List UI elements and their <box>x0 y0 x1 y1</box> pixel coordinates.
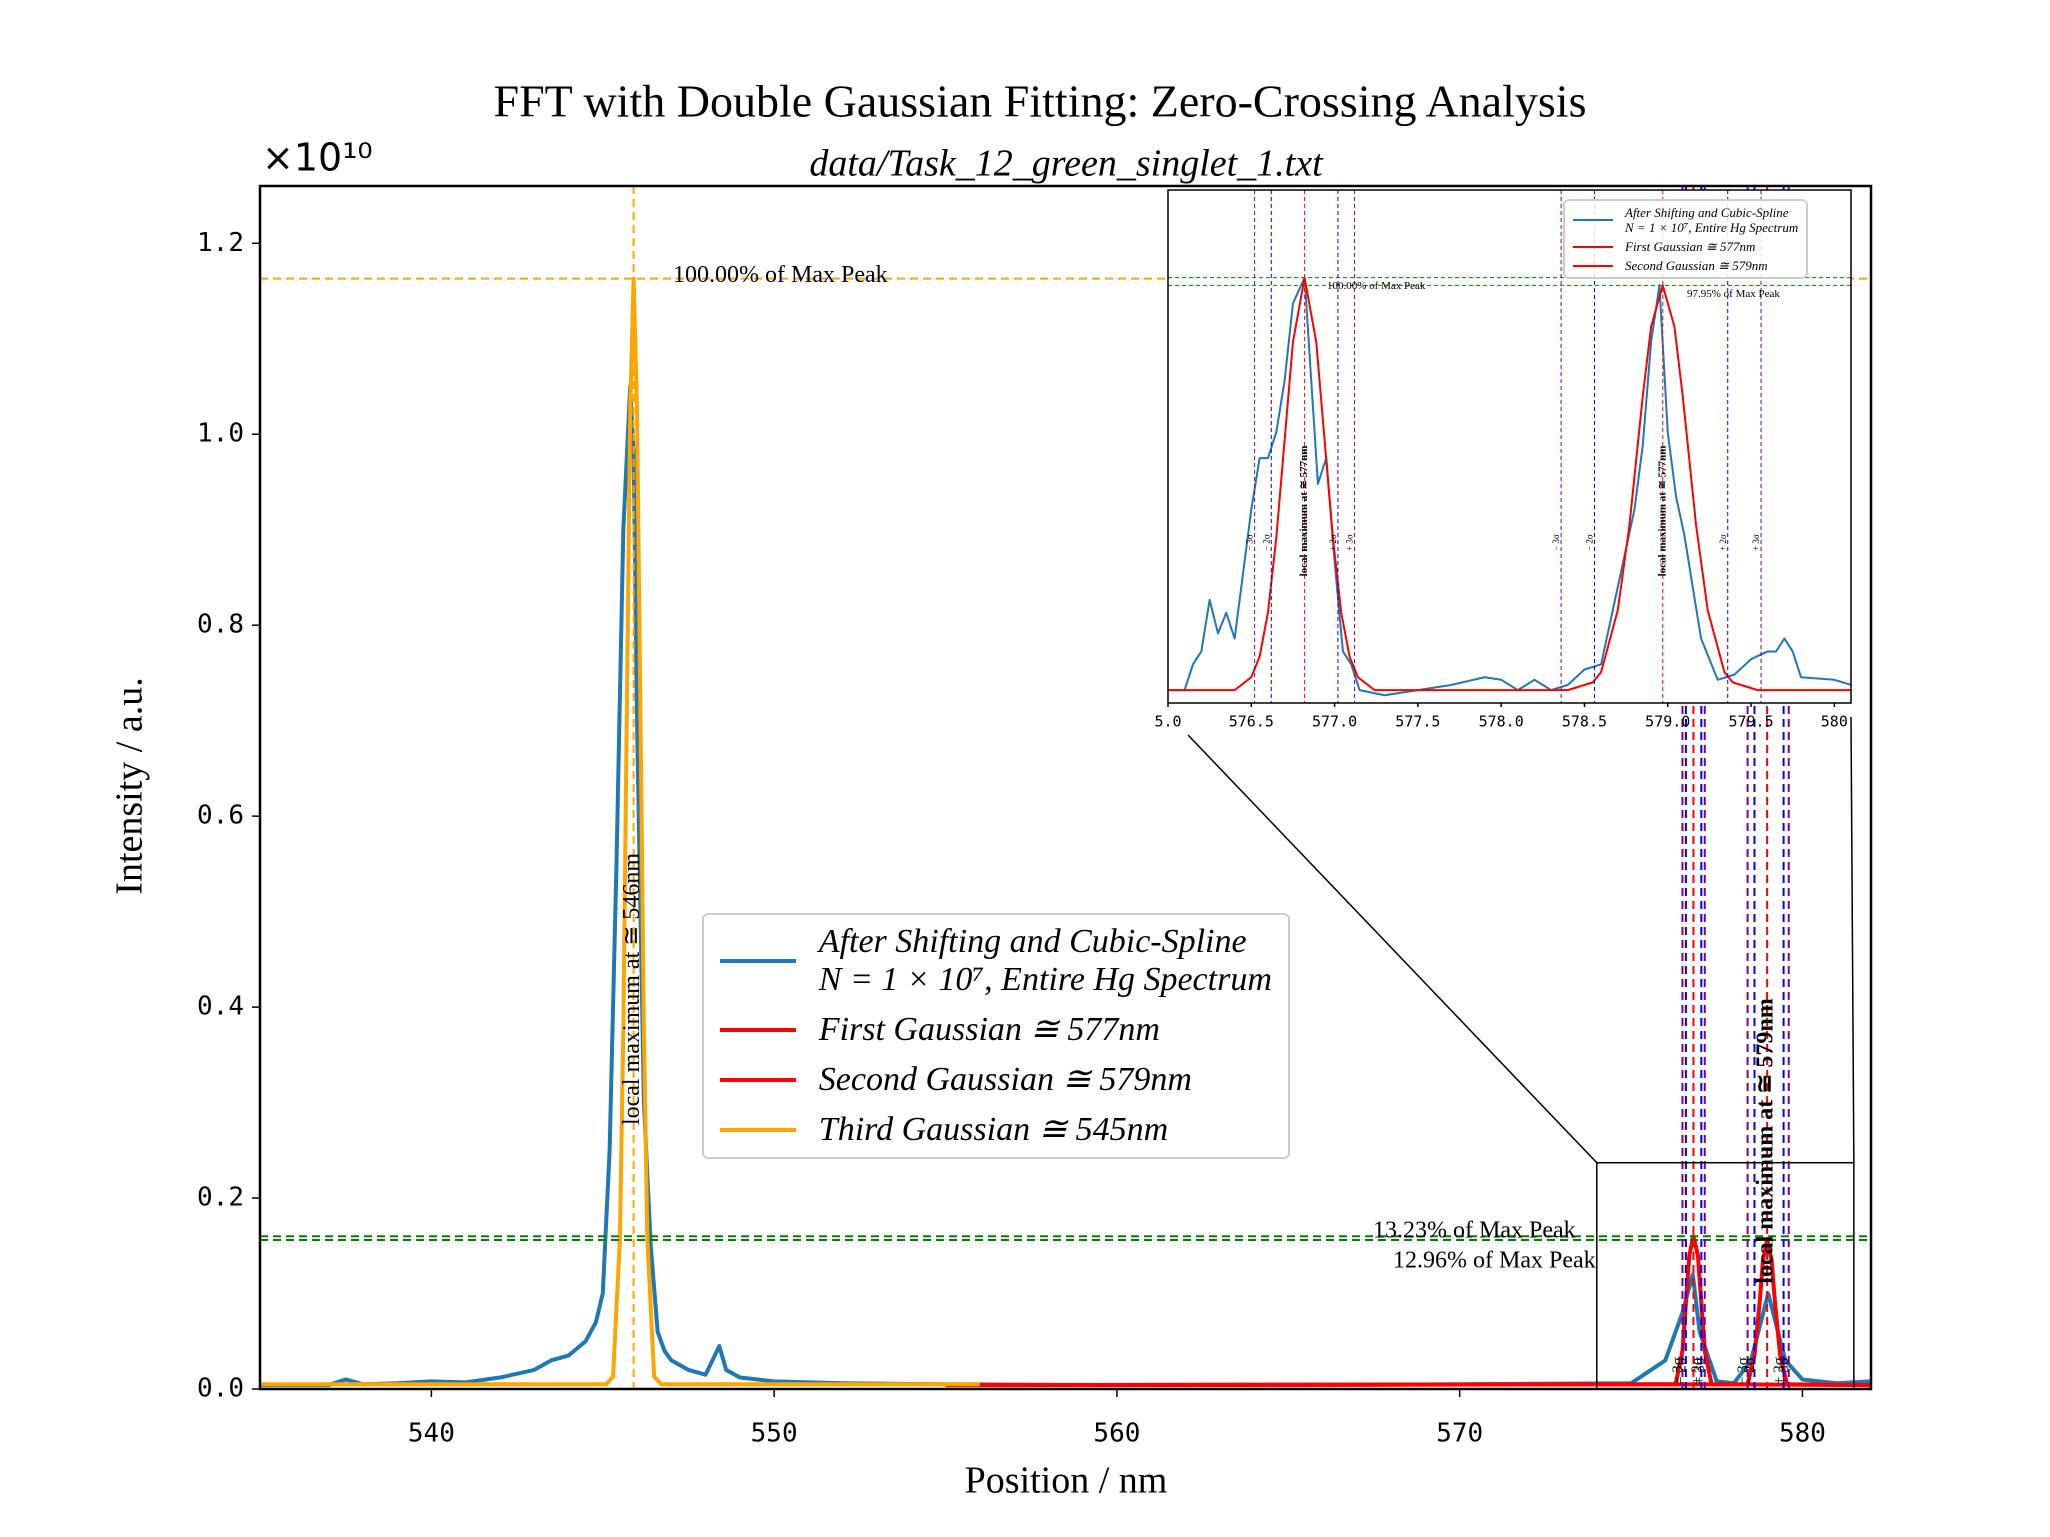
chart-title: FFT with Double Gaussian Fitting: Zero-C… <box>494 76 1587 127</box>
sigma-label: − 2σ <box>1261 534 1271 551</box>
inset-indicator <box>1596 1161 1855 1390</box>
reference-label: 100.00% of Max Peak <box>1327 280 1426 292</box>
sigma-label: + 3σ <box>1692 1357 1708 1385</box>
legend-label: Third Gaussian ≅ 545nm <box>818 1111 1169 1148</box>
legend-label: First Gaussian ≅ 577nm <box>1625 239 1756 254</box>
legend-label: After Shifting and Cubic-Spline N = 1 × … <box>818 923 1272 998</box>
y-tick-label: 0.4 <box>197 992 244 1022</box>
legend: After Shifting and Cubic-Spline N = 1 × … <box>702 913 1290 1159</box>
peak-label: local maximum at ≅ 577nm <box>1298 446 1310 577</box>
y-axis-label: Intensity / a.u. <box>109 677 151 894</box>
x-tick-label: 577.5 <box>1395 713 1440 731</box>
x-tick-label: 579.0 <box>1645 713 1690 731</box>
series-line <box>260 276 980 1387</box>
legend-swatch <box>1573 245 1613 248</box>
inset-chart: 100.00% of Max Peak 97.95% of Max Peak − 3… <box>1154 189 1852 731</box>
legend-entry: First Gaussian ≅ 577nm <box>720 1011 1272 1049</box>
x-axis-label: Position / nm <box>965 1460 1168 1502</box>
x-tick-label: 580 <box>1779 1419 1826 1449</box>
legend-swatch <box>720 958 796 964</box>
legend-label: After Shifting and Cubic-Spline N = 1 × … <box>1625 205 1799 235</box>
series-line <box>1168 276 1851 697</box>
x-tick-label: 579.5 <box>1728 713 1773 731</box>
main-chart: 100.00% of Max Peak 13.23% of Max Peak 12.… <box>197 184 1873 1449</box>
x-tick-label: 577.0 <box>1312 713 1357 731</box>
sigma-label: − 3σ <box>1735 1357 1751 1385</box>
sigma-label: + 2σ <box>1689 1357 1705 1385</box>
sigma-label: + 3σ <box>1776 1357 1792 1385</box>
legend-label: First Gaussian ≅ 577nm <box>818 1011 1160 1048</box>
series-line <box>1168 276 1502 692</box>
reference-label: 13.23% of Max Peak <box>1373 1218 1576 1244</box>
sigma-label: − 2σ <box>1585 534 1595 551</box>
series-line <box>260 384 1871 1388</box>
peak-label: local maximum at ≅ 579nm <box>1753 998 1779 1283</box>
x-tick-label: 576.5 <box>1229 713 1274 731</box>
reference-label: 100.00% of Max Peak <box>673 262 888 288</box>
sigma-label: + 3σ <box>1751 534 1761 551</box>
axes-frame <box>1167 189 1852 704</box>
x-tick-label: 578.0 <box>1479 713 1524 731</box>
sigma-label: − 3σ <box>1670 1357 1686 1385</box>
x-tick-label: 578.5 <box>1562 713 1607 731</box>
legend-entry: After Shifting and Cubic-Spline N = 1 × … <box>1573 205 1798 235</box>
legend-swatch <box>720 1077 796 1083</box>
legend-entry: Second Gaussian ≅ 579nm <box>1573 258 1798 273</box>
peak-label: local maximum at ≅ 546nm <box>619 853 645 1125</box>
legend-swatch <box>1573 219 1613 221</box>
reference-label: 12.96% of Max Peak <box>1393 1248 1596 1274</box>
legend: After Shifting and Cubic-Spline N = 1 × … <box>1563 199 1809 279</box>
x-tick-label: 570 <box>1436 1419 1483 1449</box>
series-line <box>1501 284 1851 692</box>
axes-frame <box>258 184 1873 1391</box>
y-tick-label: 1.0 <box>197 419 244 449</box>
legend-entry: Third Gaussian ≅ 545nm <box>720 1111 1272 1149</box>
x-tick-label: 550 <box>751 1419 798 1449</box>
sigma-label: + 3σ <box>1345 534 1355 551</box>
inset-connector <box>1850 716 1855 1163</box>
y-tick-label: 1.2 <box>197 228 244 258</box>
y-tick-label: 0.8 <box>197 610 244 640</box>
x-tick-label: 560 <box>1093 1419 1140 1449</box>
inset-connector <box>1187 734 1598 1164</box>
legend-swatch <box>720 1127 796 1133</box>
sigma-label: − 2σ <box>1742 1357 1758 1385</box>
chart-subtitle: data/Task_12_green_singlet_1.txt <box>809 143 1324 185</box>
legend-label: Second Gaussian ≅ 579nm <box>818 1061 1192 1098</box>
legend-swatch <box>720 1027 796 1033</box>
sigma-label: + 2σ <box>1718 534 1728 551</box>
sigma-label: + 2σ <box>1771 1357 1787 1385</box>
x-tick-label: 540 <box>408 1419 455 1449</box>
y-tick-label: 0.0 <box>197 1374 244 1404</box>
legend-entry: Second Gaussian ≅ 579nm <box>720 1061 1272 1099</box>
sigma-label: − 3σ <box>1245 534 1255 551</box>
reference-label: 97.95% of Max Peak <box>1687 288 1780 300</box>
y-offset-label: ×10¹⁰ <box>262 136 373 180</box>
y-tick-label: 0.2 <box>197 1183 244 1213</box>
legend-entry: After Shifting and Cubic-Spline N = 1 × … <box>720 923 1272 999</box>
x-tick-label: 580 <box>1821 713 1848 731</box>
legend-label: Second Gaussian ≅ 579nm <box>1625 258 1768 273</box>
peak-label: local maximum at ≅ 577nm <box>1656 446 1668 577</box>
y-tick-label: 0.6 <box>197 801 244 831</box>
legend-swatch <box>1573 264 1613 267</box>
sigma-label: + 2σ <box>1328 534 1338 551</box>
sigma-label: − 3σ <box>1551 534 1561 551</box>
legend-entry: First Gaussian ≅ 577nm <box>1573 239 1798 254</box>
sigma-label: − 2σ <box>1673 1357 1689 1385</box>
x-tick-label: 5.0 <box>1154 713 1181 731</box>
